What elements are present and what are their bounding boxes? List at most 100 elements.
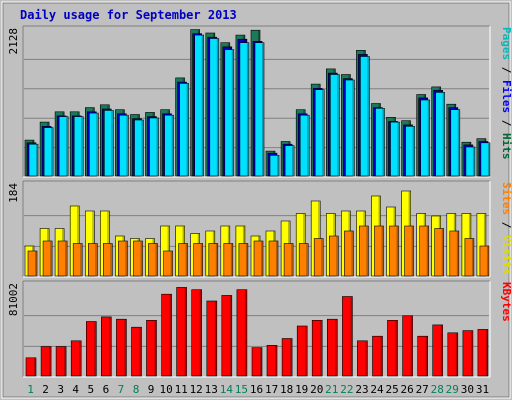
bar-sites-day-17 [268, 240, 279, 277]
bar-kbytes-day-1 [25, 357, 37, 377]
bar-pages-day-11 [179, 83, 189, 177]
bar-shade [186, 83, 189, 176]
bar-shade [425, 336, 428, 376]
series-sites [27, 225, 490, 277]
bar-kbytes-day-3 [55, 346, 67, 377]
bar-shade [381, 226, 383, 276]
bar-shade [201, 35, 204, 176]
bar-pages-day-26 [405, 126, 415, 177]
legend-label: / [500, 113, 512, 133]
bar-sites-day-12 [193, 243, 203, 277]
bar-shade [184, 287, 187, 376]
bar-shade [321, 239, 323, 276]
bar-shade [215, 244, 218, 276]
bar-shade [80, 244, 82, 276]
bar-pages-day-22 [345, 79, 355, 177]
bar-sites-day-21 [328, 235, 339, 277]
bar-shade [230, 244, 233, 276]
bar-shade [126, 115, 128, 176]
bar-shade [486, 246, 489, 276]
x-tick-label-day-31: 31 [476, 383, 489, 396]
bar-shade [483, 214, 486, 276]
bar-pages-day-18 [284, 145, 295, 177]
bar-shade [94, 322, 96, 376]
x-tick-label-day-11: 11 [175, 383, 188, 396]
bar-shade [96, 113, 98, 176]
x-tick-label-day-29: 29 [446, 383, 459, 396]
bar-shade [169, 294, 172, 376]
bar-shade [471, 239, 474, 276]
bar-shade [395, 320, 397, 376]
bar-sites-day-22 [344, 230, 354, 277]
bar-shade [485, 329, 488, 376]
chart-title: Daily usage for September 2013 [20, 8, 237, 22]
bar-shade [410, 316, 413, 376]
bar-shade [380, 336, 382, 376]
bar-shade [290, 339, 292, 376]
x-tick-label-day-12: 12 [190, 383, 203, 396]
legend-label: / [500, 60, 512, 80]
bar-sites-day-24 [374, 225, 384, 277]
bar-kbytes-day-27 [417, 335, 429, 377]
bar-shade [322, 90, 324, 176]
legend-label: Sites [500, 182, 512, 215]
bar-pages-day-8 [134, 119, 144, 177]
x-tick-label-day-5: 5 [87, 383, 94, 396]
bar-shade [156, 118, 158, 176]
bar-shade [140, 241, 142, 276]
x-tick-label-day-22: 22 [340, 383, 353, 396]
bar-shade [66, 117, 68, 176]
legend-label: / [500, 215, 512, 235]
bar-sites-day-9 [148, 243, 158, 277]
legend-middle: Sites / Visits [500, 182, 512, 275]
x-tick-label-day-13: 13 [205, 383, 218, 396]
bar-sites-day-29 [449, 230, 460, 277]
bar-shade [260, 348, 262, 376]
bar-shade [262, 43, 264, 176]
bar-pages-day-12 [194, 34, 204, 177]
bar-kbytes-day-31 [477, 329, 489, 377]
x-tick-label-day-10: 10 [159, 383, 172, 396]
bar-shade [244, 290, 247, 376]
bar-shade [124, 319, 126, 376]
bar-shade [396, 226, 398, 276]
legend-bottom: KBytes [500, 282, 512, 322]
bar-shade [457, 110, 460, 176]
panel-middle: 184 Sites / Visits [7, 180, 512, 278]
bar-sites-day-16 [253, 240, 264, 277]
bar-kbytes-day-5 [86, 321, 97, 377]
bar-shade [351, 231, 353, 276]
bar-pages-day-1 [28, 143, 39, 177]
bar-shade [245, 244, 248, 276]
x-tick-label-day-25: 25 [385, 383, 398, 396]
bar-shade [139, 327, 141, 376]
bar-kbytes-day-25 [387, 319, 398, 377]
bar-sites-day-28 [434, 228, 445, 277]
bar-shade [411, 226, 414, 276]
bar-pages-day-19 [299, 114, 310, 177]
bar-shade [352, 80, 354, 176]
x-tick-label-day-20: 20 [310, 383, 323, 396]
bar-shade [365, 341, 367, 376]
x-tick-label-day-14: 14 [220, 383, 234, 396]
bar-sites-day-5 [88, 243, 98, 277]
bar-shade [81, 117, 83, 176]
bar-shade [50, 241, 52, 276]
bar-shade [171, 115, 174, 176]
x-tick-label-day-23: 23 [355, 383, 368, 396]
bar-sites-day-11 [178, 243, 188, 277]
bar-kbytes-day-18 [281, 338, 293, 377]
bar-pages-day-21 [329, 74, 340, 177]
bar-shade [292, 146, 294, 176]
bar-shade [441, 229, 444, 276]
panels-layer: 2128 Pages / Files / Hits 184 Sites / Visit… [7, 25, 512, 378]
bar-shade [275, 345, 277, 376]
x-tick-label-day-9: 9 [148, 383, 155, 396]
bar-kbytes-day-29 [447, 332, 459, 377]
x-tick-label-day-4: 4 [72, 383, 79, 396]
bar-pages-day-25 [390, 121, 400, 177]
bar-sites-day-30 [464, 238, 475, 277]
bar-shade [442, 92, 445, 176]
bar-kbytes-day-4 [70, 340, 82, 377]
